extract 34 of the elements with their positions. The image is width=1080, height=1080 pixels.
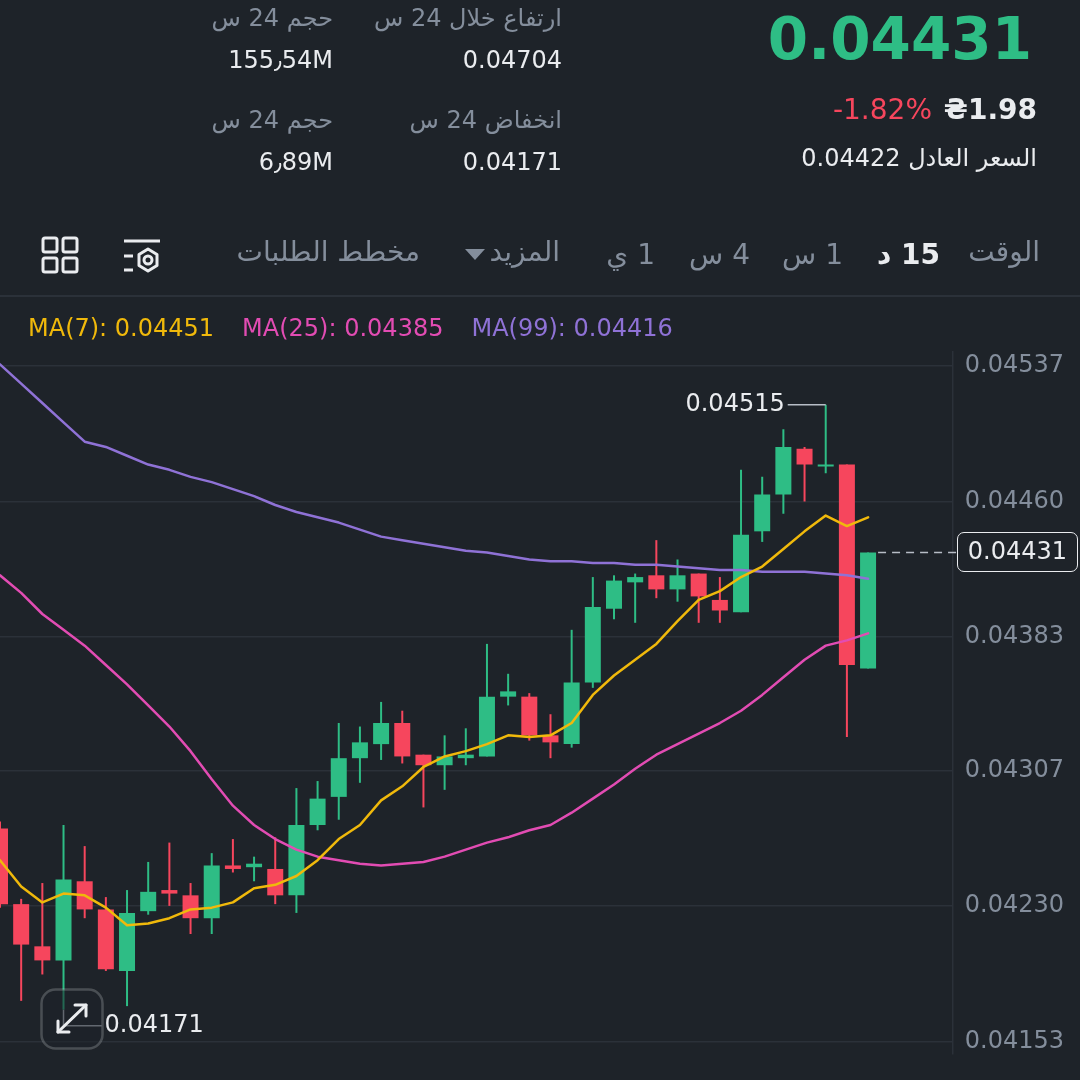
text: انخفاض 24 س (409, 105, 562, 135)
text: MA(7): 0.04451 (28, 314, 215, 343)
text: 6٫89M (258, 147, 333, 177)
text: المزيد (489, 235, 560, 269)
candlestick (817, 404, 834, 474)
candlestick (627, 573, 644, 623)
text: 1 ي (606, 238, 655, 272)
text: مخطط الطلبات (236, 235, 420, 269)
text: -1.82% (832, 93, 932, 127)
text: 4 س (689, 238, 750, 272)
text: السعر العادل 0.04422 (801, 143, 1037, 173)
y-tick-label: 0.04460 (964, 485, 1064, 514)
text: 1 س (782, 238, 843, 272)
text: 155٫54M (228, 45, 333, 75)
text: 0.04431 (767, 5, 1032, 75)
y-tick-label: 0.04307 (964, 754, 1064, 783)
annotation: 0.04171 (104, 1009, 204, 1038)
text: MA(25): 0.04385 (242, 314, 444, 343)
text: حجم 24 س (211, 105, 333, 135)
text: 0.04171 (462, 147, 562, 177)
text: حجم 24 س (211, 3, 333, 33)
text: 0.04704 (462, 45, 562, 75)
annotation: 0.04515 (685, 388, 785, 417)
text: ₴1.98 (943, 93, 1037, 127)
y-tick-label: 0.04153 (964, 1025, 1064, 1054)
y-tick-label: 0.04383 (964, 621, 1064, 650)
text: ارتفاع خلال 24 س (373, 3, 562, 33)
text: الوقت (968, 235, 1040, 269)
text: 15 د (876, 238, 940, 272)
y-tick-label: 0.04537 (964, 350, 1064, 379)
y-tick-label: 0.04230 (964, 890, 1064, 919)
text: MA(99): 0.04416 (471, 314, 673, 343)
text: 0.04431 (956, 532, 1078, 573)
candlestick (161, 842, 178, 906)
